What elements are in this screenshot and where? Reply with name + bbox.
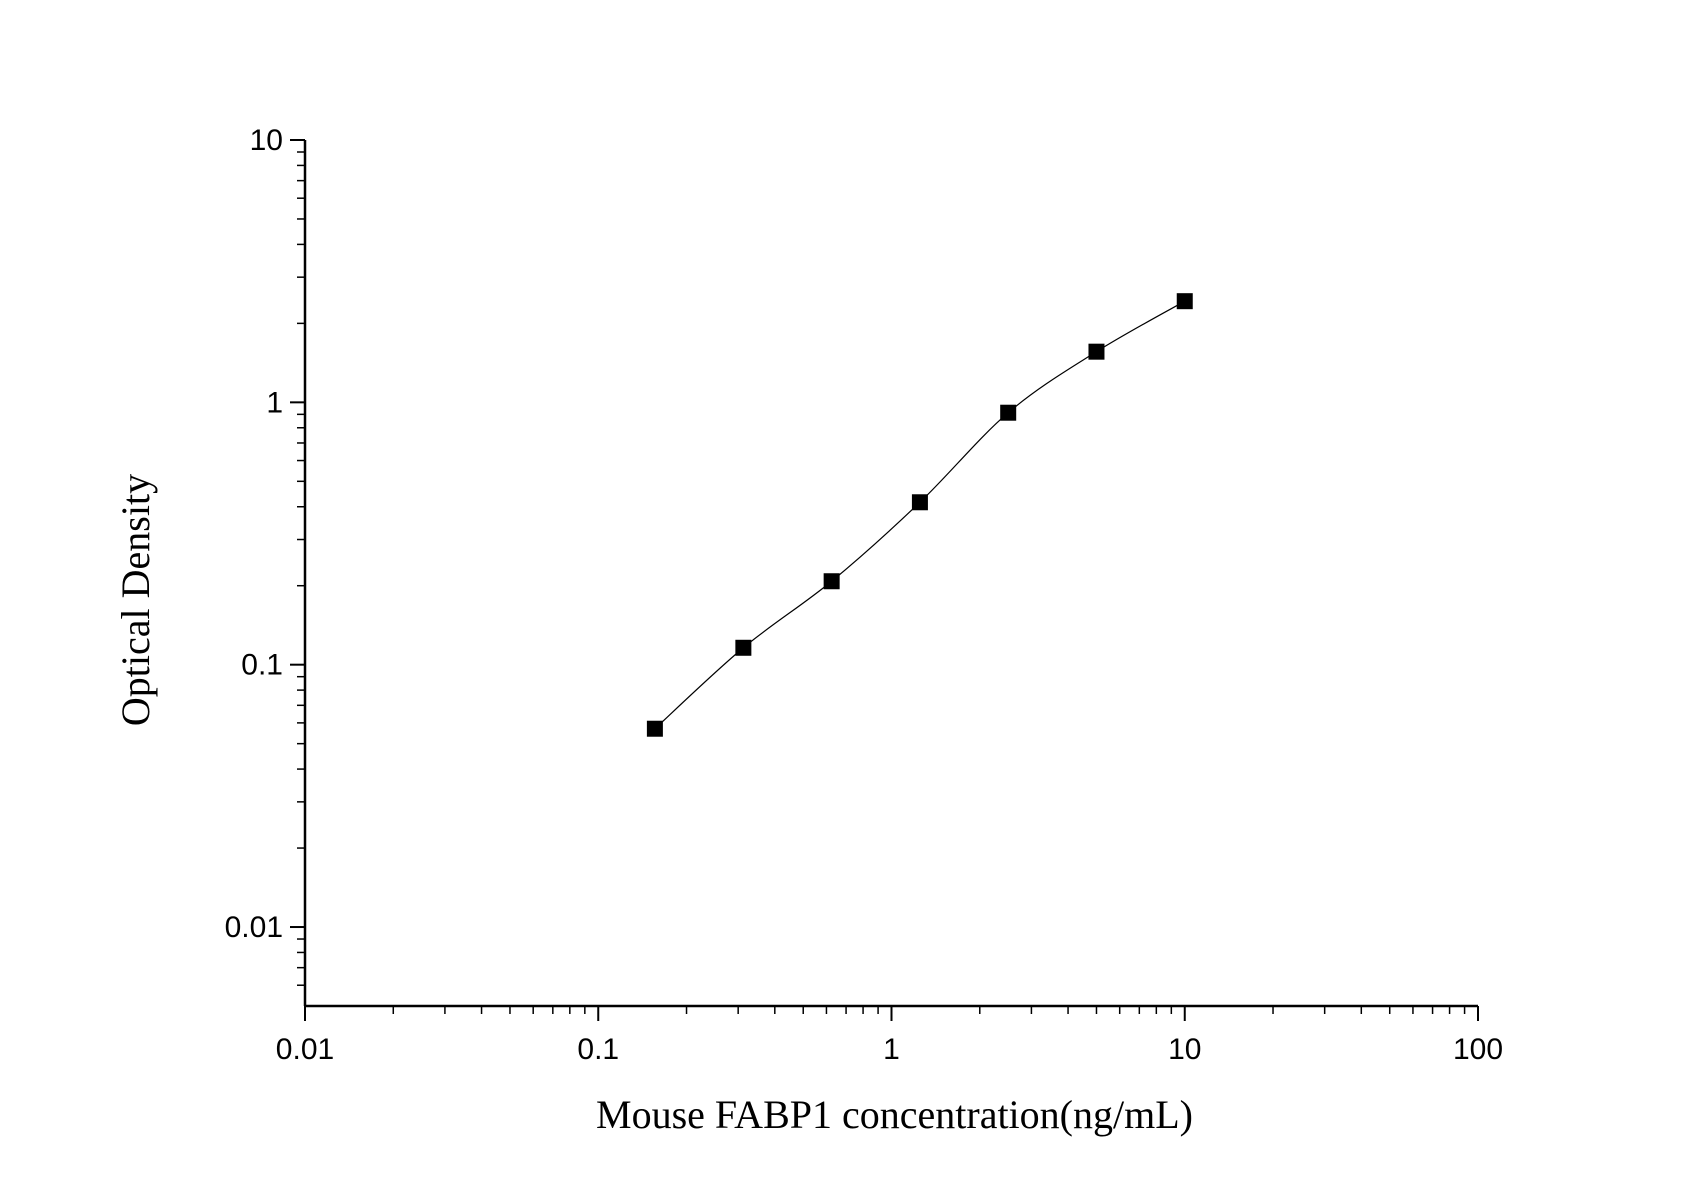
x-ticks <box>304 1006 1479 1021</box>
x-tick-label: 100 <box>1453 1033 1503 1066</box>
data-points <box>646 293 1193 737</box>
y-tick-label: 10 <box>250 124 283 157</box>
y-ticks <box>290 139 305 986</box>
x-tick-label: 0.01 <box>276 1033 334 1066</box>
data-point <box>823 573 840 590</box>
data-point <box>646 720 663 737</box>
fit-curve <box>654 300 1186 730</box>
data-point <box>1088 343 1105 360</box>
y-axis-title: Optical Density <box>113 474 158 726</box>
x-tick-label: 1 <box>883 1033 900 1066</box>
x-tick-label: 10 <box>1168 1033 1201 1066</box>
y-tick-label: 1 <box>266 386 283 419</box>
x-tick-labels: 0.01 0.1 1 10 100 <box>276 1033 1503 1066</box>
x-axis-title: Mouse FABP1 concentration(ng/mL) <box>596 1092 1193 1137</box>
y-tick-label: 0.01 <box>225 911 283 944</box>
data-point <box>1176 293 1193 310</box>
y-tick-label: 0.1 <box>241 649 283 682</box>
x-tick-label: 0.1 <box>577 1033 619 1066</box>
axes <box>303 140 1478 1008</box>
data-point <box>735 639 752 656</box>
y-tick-labels: 0.01 0.1 1 10 <box>225 124 283 944</box>
data-point <box>1000 404 1017 421</box>
data-point <box>911 494 928 511</box>
